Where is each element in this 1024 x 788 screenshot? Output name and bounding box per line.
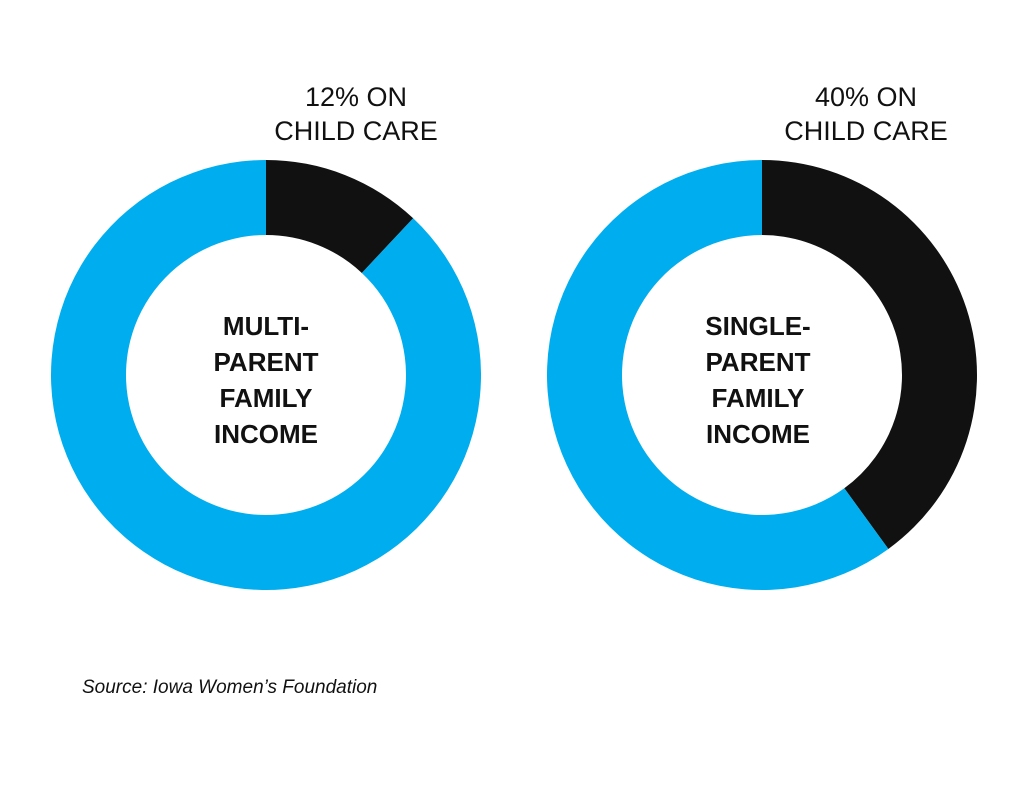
multi-parent-callout: 12% ON CHILD CARE (246, 80, 466, 148)
source-note: Source: Iowa Women’s Foundation (82, 677, 378, 698)
callout-line: CHILD CARE (274, 116, 438, 146)
child-care-slice (266, 160, 414, 273)
single-parent-callout: 40% ON CHILD CARE (756, 80, 976, 148)
multi-parent-chart: 12% ON CHILD CARE MULTI- PARENT FAMILY I… (0, 0, 512, 640)
center-label-line: FAMILY (711, 383, 805, 413)
other-income-slice (51, 160, 482, 590)
child-care-slice (762, 160, 978, 549)
single-parent-donut (547, 159, 978, 590)
center-label-line: PARENT (705, 347, 811, 377)
callout-line: CHILD CARE (784, 116, 948, 146)
center-label-line: PARENT (213, 347, 319, 377)
center-label-line: INCOME (706, 419, 810, 449)
single-parent-center-label: SINGLE- PARENT FAMILY INCOME (658, 308, 858, 452)
center-label-line: SINGLE- (705, 311, 811, 341)
other-income-slice (547, 159, 889, 590)
multi-parent-donut (51, 160, 482, 590)
single-parent-chart: 40% ON CHILD CARE SINGLE- PARENT FAMILY … (512, 0, 1024, 640)
callout-line: 40% ON (814, 82, 918, 112)
callout-line: 12% ON (304, 82, 408, 112)
center-label-line: FAMILY (219, 383, 313, 413)
multi-parent-center-label: MULTI- PARENT FAMILY INCOME (166, 308, 366, 452)
center-label-line: INCOME (214, 419, 318, 449)
center-label-line: MULTI- (222, 311, 310, 341)
